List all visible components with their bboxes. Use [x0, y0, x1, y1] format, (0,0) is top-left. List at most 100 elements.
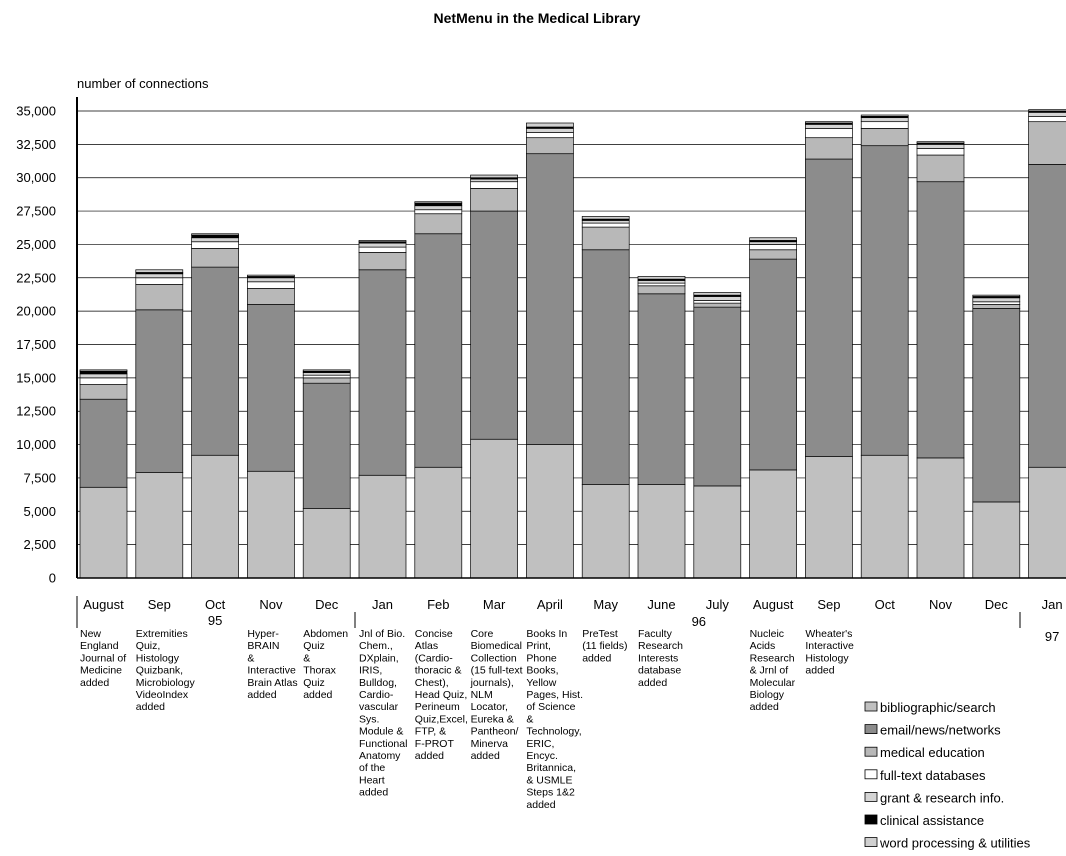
annotation: Books In Print, Phone Books, Yellow Pages, Hi…	[526, 628, 583, 811]
annotation: PreTest (11 fields) added	[582, 628, 627, 664]
x-tick-label: Dec	[985, 597, 1009, 612]
bar-segment	[860, 114, 909, 117]
legend-swatch	[864, 746, 878, 757]
bar-segment	[637, 280, 686, 284]
bar-segment	[470, 174, 518, 179]
x-tick-label: May	[593, 597, 618, 612]
bar-segment	[1028, 111, 1066, 117]
x-tick-label: Jan	[1042, 597, 1063, 612]
bar-segment	[749, 244, 797, 251]
bar-segment	[526, 127, 574, 133]
bar-segment	[135, 309, 184, 473]
bar-segment	[749, 249, 797, 260]
y-tick-label: 20,000	[16, 304, 56, 319]
bar-segment	[470, 188, 518, 212]
bar-segment	[302, 508, 351, 579]
bar-segment	[414, 205, 463, 211]
bar-segment	[414, 466, 463, 579]
bar-segment	[637, 484, 686, 579]
bar-segment	[191, 233, 239, 236]
y-tick-label: 5,000	[23, 504, 56, 519]
y-tick-label: 10,000	[16, 437, 56, 452]
bar-segment	[805, 127, 853, 139]
annotation: Wheater's Interactive Histology added	[805, 628, 854, 677]
bar-segment	[414, 213, 463, 235]
bar-segment	[916, 141, 965, 144]
bar-segment	[749, 469, 797, 579]
bar-segment	[972, 301, 1021, 305]
bar-segment	[358, 242, 407, 248]
bar-segment	[191, 241, 239, 249]
bar-segment	[191, 237, 239, 243]
legend-swatch	[864, 814, 878, 825]
bar-segment	[247, 288, 295, 305]
bar-segment	[972, 501, 1021, 579]
bar-segment	[581, 216, 630, 220]
bar-segment	[1028, 466, 1066, 579]
bar-segment	[916, 148, 965, 156]
y-tick-label: 17,500	[16, 337, 56, 352]
bar-segment	[860, 127, 909, 147]
legend-label: grant & research info.	[880, 790, 1004, 805]
bar-segment	[358, 474, 407, 579]
legend-label: full-text databases	[880, 768, 986, 783]
bar-segment	[637, 282, 686, 287]
x-tick-label: Mar	[483, 597, 506, 612]
bar-segment	[805, 123, 853, 129]
legend-label: medical education	[880, 745, 985, 760]
bar-segment	[805, 121, 853, 124]
legend-swatch	[864, 701, 878, 712]
bar-segment	[470, 181, 518, 189]
bar-segment	[693, 300, 742, 304]
y-axis: 0 2,500 5,000 7,500 10,000 12,500 15,000 17,500…	[16, 97, 1066, 586]
bar-segment	[526, 137, 574, 155]
bar-segment	[135, 277, 184, 285]
y-tick-label: 25,000	[16, 237, 56, 252]
y-tick-label: 32,500	[16, 137, 56, 152]
legend-swatch	[864, 837, 878, 847]
bar-segment	[581, 249, 630, 485]
bar-segment	[581, 226, 630, 251]
bar-segment	[302, 369, 351, 372]
bar-segment	[637, 285, 686, 295]
bar-segment	[637, 293, 686, 485]
x-tick-label: Dec	[315, 597, 339, 612]
bar-segment	[191, 454, 239, 579]
bar-segment	[79, 398, 128, 488]
bar-segment	[358, 252, 407, 271]
x-tick-label: Nov	[259, 597, 283, 612]
x-tick-label: Oct	[875, 597, 896, 612]
legend-swatch	[864, 769, 878, 780]
bar-segment	[693, 485, 742, 579]
annotation: Concise Atlas (Cardio-thoracic & Chest), Hea…	[415, 628, 468, 762]
bar-segment	[805, 456, 853, 579]
x-tick-label: August	[753, 597, 794, 612]
bar-segment	[749, 241, 797, 245]
bar-segment	[693, 292, 742, 296]
annotation: Core Biomedical Collection (15 full-text jou…	[470, 628, 523, 762]
legend-label: bibliographic/search	[880, 700, 996, 715]
bar-segment	[302, 372, 351, 376]
bar-segment	[247, 274, 295, 277]
bar-segment	[135, 269, 184, 273]
bar-segment	[135, 472, 184, 579]
bar-segment	[637, 276, 686, 280]
annotation: Hyper-BRAIN & Interactive Brain Atlas added	[247, 628, 297, 701]
legend-label: clinical assistance	[880, 813, 984, 828]
bar-segment	[79, 373, 128, 379]
bar-segment	[135, 273, 184, 279]
year-label: 96	[692, 614, 706, 629]
bar-segment	[358, 246, 407, 253]
bar-segment	[860, 117, 909, 123]
year-label: 95	[208, 613, 222, 628]
x-tick-label: Oct	[205, 597, 226, 612]
y-tick-label: 15,000	[16, 370, 56, 385]
annotation: Abdomen Quiz & Thorax Quiz added	[303, 628, 348, 701]
bar-segment	[191, 234, 239, 239]
bar-segment	[1028, 109, 1066, 112]
y-tick-label: 7,500	[23, 470, 56, 485]
x-tick-label: Jan	[372, 597, 393, 612]
bar-segment	[247, 304, 295, 472]
y-tick-label: 22,500	[16, 270, 56, 285]
bar-segment	[916, 181, 965, 459]
